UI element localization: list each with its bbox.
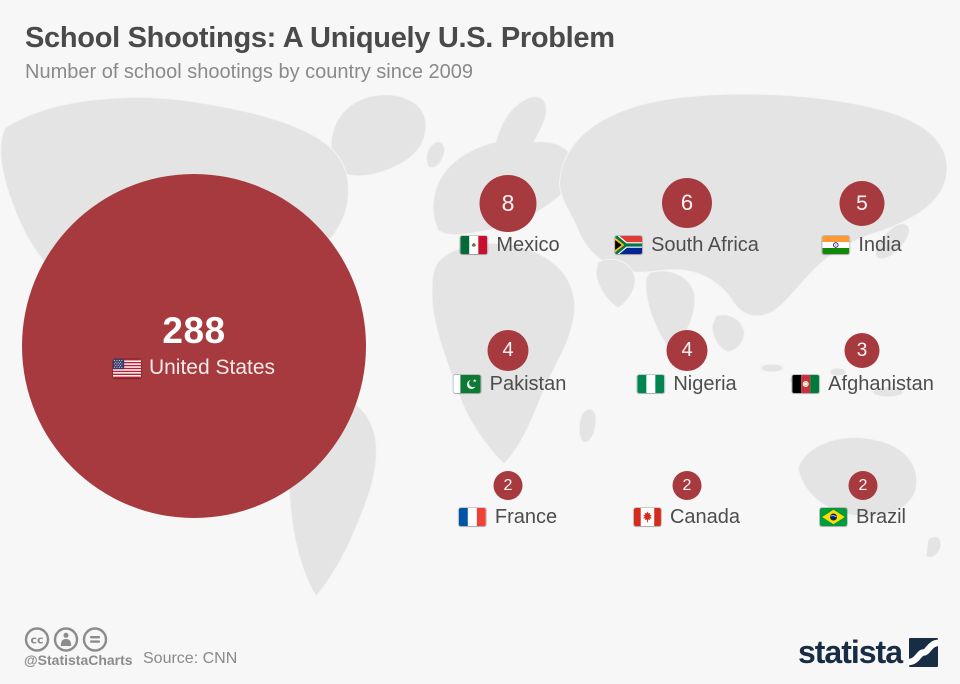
canada-flag-icon <box>633 508 661 526</box>
bubble-label-canada: Canada <box>633 505 741 529</box>
bubble-value-france: 2 <box>493 471 523 500</box>
statista-logo-text: statista <box>797 634 903 670</box>
brazil-flag-icon <box>819 508 847 526</box>
svg-text:cc: cc <box>30 634 43 647</box>
united-states-flag-icon <box>112 358 141 378</box>
mexico-flag-icon <box>460 236 488 254</box>
country-name: Brazil <box>855 505 907 528</box>
bubble-label-mexico: Mexico <box>460 233 560 257</box>
us-label: United States <box>112 356 276 380</box>
country-name: South Africa <box>651 233 759 256</box>
bubble-label-india: India <box>822 233 902 257</box>
bubble-value-pakistan: 4 <box>487 330 529 371</box>
france-flag-icon <box>458 508 486 526</box>
country-name: France <box>494 505 558 528</box>
country-name: Afghanistan <box>828 372 934 395</box>
country-name: Mexico <box>496 233 560 256</box>
south-africa-flag-icon <box>615 236 643 254</box>
chart-header: School Shootings: A Uniquely U.S. Proble… <box>25 22 615 84</box>
india-flag-icon <box>822 236 850 254</box>
bubble-value-south-africa: 6 <box>662 178 712 228</box>
bubble-label-afghanistan: Afghanistan <box>792 372 934 396</box>
country-name: Nigeria <box>673 372 737 395</box>
bubble-value-canada: 2 <box>672 471 702 500</box>
us-value: 288 <box>162 310 226 351</box>
page-subtitle: Number of school shootings by country si… <box>25 61 474 83</box>
bubble-label-france: France <box>458 505 558 529</box>
bubble-value-mexico: 8 <box>479 175 537 232</box>
cc-license-icons[interactable]: cc <box>24 626 110 653</box>
bubble-value-afghanistan: 3 <box>844 333 880 368</box>
country-name: Canada <box>669 505 741 528</box>
country-name: Pakistan <box>489 372 567 395</box>
country-name: India <box>858 233 902 256</box>
afghanistan-flag-icon <box>792 375 820 393</box>
statista-logo-icon <box>909 638 938 667</box>
bubble-value-nigeria: 4 <box>666 330 708 371</box>
statista-logo[interactable]: statista <box>797 634 938 670</box>
nigeria-flag-icon <box>637 375 665 393</box>
bubble-label-pakistan: Pakistan <box>453 372 567 396</box>
bubble-united-states: 288 United States <box>22 174 366 518</box>
pakistan-flag-icon <box>453 375 481 393</box>
bubble-value-india: 5 <box>839 181 885 226</box>
page-title: School Shootings: A Uniquely U.S. Proble… <box>25 22 615 54</box>
bubble-value-brazil: 2 <box>848 471 878 500</box>
source-text: Source: CNN <box>143 650 238 667</box>
bubble-label-brazil: Brazil <box>819 505 907 529</box>
bubble-label-nigeria: Nigeria <box>637 372 737 396</box>
statista-charts-handle: @StatistaCharts <box>24 652 133 668</box>
us-name: United States <box>148 356 276 379</box>
bubble-label-south-africa: South Africa <box>615 233 759 257</box>
